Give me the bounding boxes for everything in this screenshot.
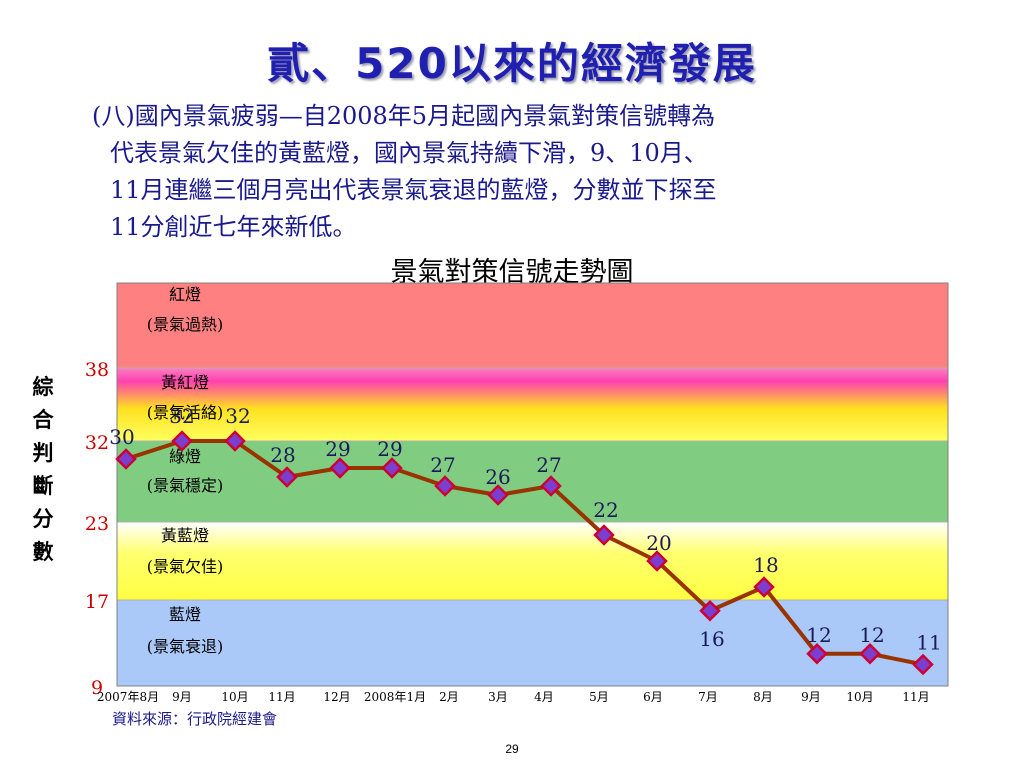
data-point-marker: [806, 642, 828, 665]
band-label-desc: (景氣活絡): [147, 403, 224, 422]
band-label-name: 黃藍燈: [161, 526, 209, 545]
x-tick-label: 2008年1月: [364, 690, 426, 704]
data-label: 32: [225, 404, 250, 428]
paragraph-line-2: 代表景氣欠佳的黃藍燈，國內景氣持續下滑，9、10月、: [110, 139, 708, 167]
data-point-marker: [593, 524, 615, 546]
x-tick-label: 9月: [801, 690, 821, 704]
y-tick-label: 9: [91, 677, 103, 699]
data-point-marker: [276, 466, 298, 488]
paragraph-line-1: (八)國內景氣疲弱—自2008年5月起國內景氣對策信號轉為: [92, 102, 716, 130]
data-label: 30: [109, 425, 134, 449]
data-point-marker: [912, 653, 934, 676]
band-yellow-red: [117, 368, 948, 441]
paragraph-line-3: 11月連繼三個月亮出代表景氣衰退的藍燈，分數並下探至: [110, 176, 717, 204]
data-point-marker: [646, 550, 668, 572]
x-tick-label: 10月: [846, 690, 873, 704]
data-label: 27: [430, 453, 455, 477]
data-point-marker: [224, 430, 246, 452]
series-line: [125, 439, 924, 667]
data-label: 12: [806, 623, 831, 647]
paragraph-line-4: 11分創近七年來新低。: [110, 213, 357, 241]
band-label-name: 綠燈: [169, 447, 201, 466]
band-green: [117, 441, 948, 522]
data-label: 20: [646, 531, 671, 555]
y-tick-label: 17: [85, 591, 109, 613]
page-number: 29: [505, 742, 519, 756]
band-label-name: 紅燈: [169, 285, 201, 304]
x-tick-label: 9月: [172, 690, 192, 704]
x-tick-label: 10月: [221, 690, 248, 704]
data-point-marker: [434, 475, 456, 497]
data-point-marker: [171, 430, 193, 452]
band-red: [117, 283, 948, 368]
data-label: 12: [859, 623, 884, 647]
band-label-desc: (景氣過熱): [147, 315, 224, 334]
x-tick-label: 2007年8月: [97, 690, 159, 704]
band-yellow-blue: [117, 522, 948, 600]
band-label-desc: (景氣穩定): [147, 476, 224, 495]
band-label-name: 黃紅燈: [161, 373, 209, 392]
data-label: 27: [536, 453, 561, 477]
x-tick-label: 2月: [439, 690, 459, 704]
intro-paragraph: (八)國內景氣疲弱—自2008年5月起國內景氣對策信號轉為 代表景氣欠佳的黃藍燈…: [92, 98, 972, 246]
data-point-marker: [699, 599, 721, 622]
data-label: 29: [377, 437, 402, 461]
data-point-marker: [540, 475, 562, 497]
data-label: 22: [593, 498, 618, 522]
data-label: 26: [485, 465, 510, 489]
x-tick-label: 12月: [323, 690, 350, 704]
data-point-marker: [487, 484, 509, 506]
y-axis-label: 綜合判斷分數: [32, 374, 54, 564]
x-tick-label: 8月: [753, 690, 773, 704]
band-label-name: 藍燈: [169, 605, 201, 624]
plot-frame: [116, 282, 949, 687]
data-point-marker: [381, 457, 403, 479]
data-label: 11: [916, 631, 941, 655]
data-point-marker: [329, 457, 351, 479]
slide-title: 貳、520以來的經濟發展: [267, 39, 757, 88]
y-tick-label: 38: [85, 359, 109, 381]
band-label-desc: (景氣欠佳): [147, 557, 224, 576]
x-tick-label: 7月: [698, 690, 718, 704]
data-point-marker: [115, 448, 137, 470]
x-tick-label: 3月: [488, 690, 508, 704]
x-tick-label: 4月: [534, 690, 554, 704]
data-point-marker: [753, 576, 775, 598]
data-label: 32: [169, 404, 194, 428]
y-tick-label: 32: [85, 432, 109, 454]
x-tick-label: 11月: [268, 690, 295, 704]
data-label: 16: [699, 627, 724, 651]
y-tick-label: 23: [85, 513, 109, 535]
data-label: 18: [753, 553, 778, 577]
band-label-desc: (景氣衰退): [147, 637, 224, 656]
x-tick-label: 6月: [643, 690, 663, 704]
data-label: 29: [325, 437, 350, 461]
x-tick-label: 11月: [902, 690, 929, 704]
data-source: 資料來源：行政院經建會: [112, 710, 278, 728]
x-tick-label: 5月: [589, 690, 609, 704]
data-label: 28: [270, 443, 295, 467]
data-point-marker: [859, 642, 881, 665]
